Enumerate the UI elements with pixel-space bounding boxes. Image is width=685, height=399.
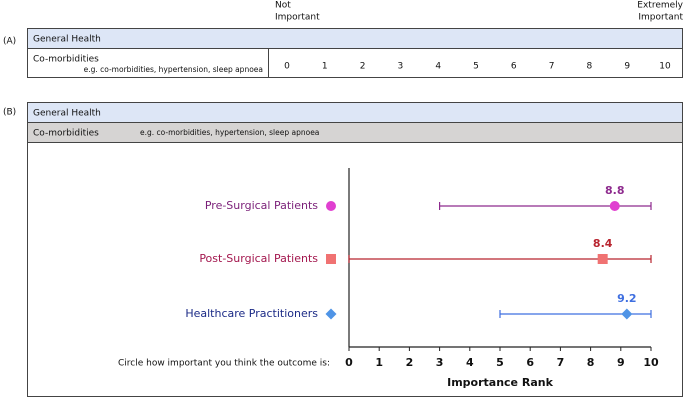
scale-number: 0 <box>284 62 290 72</box>
form-box <box>27 102 683 397</box>
x-tick-label: 0 <box>345 356 353 369</box>
header-row <box>27 102 683 123</box>
scale-number: 4 <box>435 62 441 72</box>
low-anchor: Important <box>275 13 320 23</box>
x-tick-label: 10 <box>643 356 659 369</box>
mean-point <box>597 254 608 264</box>
scale-number: 6 <box>511 62 517 72</box>
legend-marker <box>325 308 337 320</box>
scale-number: 9 <box>624 62 630 72</box>
scale-number: 2 <box>360 62 366 72</box>
item: Co-morbidities <box>33 55 99 65</box>
prompt: Circle how important you think the outco… <box>118 359 330 369</box>
scale: 0 1 2 3 4 5 6 7 8 9 10 <box>284 62 671 72</box>
scale-number: 3 <box>398 62 404 72</box>
series-label: Pre-Surgical Patients <box>205 199 318 212</box>
x-tick-label: 5 <box>496 356 504 369</box>
high-anchor: Important <box>638 13 683 23</box>
item: Co-morbidities <box>33 129 99 139</box>
panel-label: (A) <box>3 37 16 47</box>
x-tick-label: 4 <box>466 356 474 369</box>
value-label: 9.2 <box>617 292 637 305</box>
legend-marker <box>326 201 336 211</box>
scale-number: 8 <box>587 62 593 72</box>
x-tick-label: 2 <box>406 356 414 369</box>
x-tick-label: 6 <box>526 356 534 369</box>
header-row <box>27 28 683 49</box>
header: General Health <box>33 35 101 45</box>
example: e.g. co-morbidities, hypertension, sleep… <box>84 65 263 74</box>
mean-point <box>621 308 633 320</box>
item-row <box>27 122 683 143</box>
x-tick-label: 1 <box>375 356 383 369</box>
scale-number: 5 <box>473 62 479 72</box>
x-tick-label: 3 <box>436 356 444 369</box>
series-label: Post-Surgical Patients <box>199 252 318 265</box>
legend-marker <box>326 254 336 264</box>
series-label: Healthcare Practitioners <box>185 307 318 320</box>
value-label: 8.8 <box>605 184 625 197</box>
x-tick-label: 8 <box>587 356 595 369</box>
high-anchor: Extremely <box>637 1 683 11</box>
header: General Health <box>33 109 101 119</box>
mean-point <box>609 201 620 211</box>
example: e.g. co-morbidities, hypertension, sleep… <box>140 128 319 137</box>
scale-number: 10 <box>659 62 671 72</box>
low-anchor: Not <box>275 1 291 11</box>
x-tick-label: 9 <box>617 356 625 369</box>
x-tick-label: 7 <box>557 356 565 369</box>
x-axis-label: Importance Rank <box>447 376 553 389</box>
scale-number: 7 <box>549 62 555 72</box>
panel-label: (B) <box>3 108 16 118</box>
value-label: 8.4 <box>593 237 613 250</box>
scale-number: 1 <box>322 62 328 72</box>
